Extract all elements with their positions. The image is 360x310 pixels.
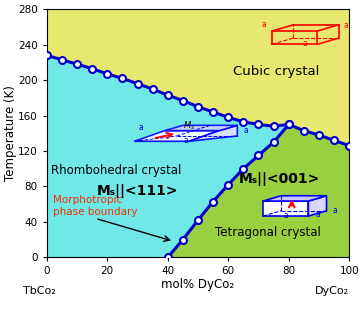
Text: Morphotropic
phase boundary: Morphotropic phase boundary — [53, 195, 138, 217]
Text: a: a — [261, 20, 266, 29]
Polygon shape — [263, 196, 327, 201]
Polygon shape — [189, 125, 237, 141]
Polygon shape — [263, 201, 309, 216]
Polygon shape — [309, 196, 327, 216]
Text: Rhombohedral crystal: Rhombohedral crystal — [51, 164, 181, 177]
Polygon shape — [47, 55, 289, 257]
Text: a: a — [139, 123, 144, 132]
Text: a: a — [343, 21, 348, 30]
Text: TbCo₂: TbCo₂ — [23, 286, 55, 296]
X-axis label: mol% DyCo₂: mol% DyCo₂ — [161, 278, 235, 291]
Text: a: a — [333, 206, 337, 215]
Text: $M_s$: $M_s$ — [183, 119, 195, 131]
Polygon shape — [135, 131, 219, 141]
Text: Mₛ||<111>: Mₛ||<111> — [97, 184, 178, 198]
Text: Mₛ||<001>: Mₛ||<001> — [239, 172, 320, 186]
Text: a: a — [243, 126, 248, 135]
Text: Cubic crystal: Cubic crystal — [233, 65, 320, 78]
Text: DyCo₂: DyCo₂ — [315, 286, 349, 296]
Y-axis label: Temperature (K): Temperature (K) — [4, 85, 17, 181]
Text: a: a — [184, 136, 188, 145]
Text: a: a — [315, 210, 320, 219]
Text: a: a — [283, 211, 288, 220]
Text: Tetragonal crystal: Tetragonal crystal — [215, 226, 320, 239]
Text: a: a — [303, 39, 308, 48]
Polygon shape — [165, 125, 237, 131]
Polygon shape — [168, 124, 349, 257]
